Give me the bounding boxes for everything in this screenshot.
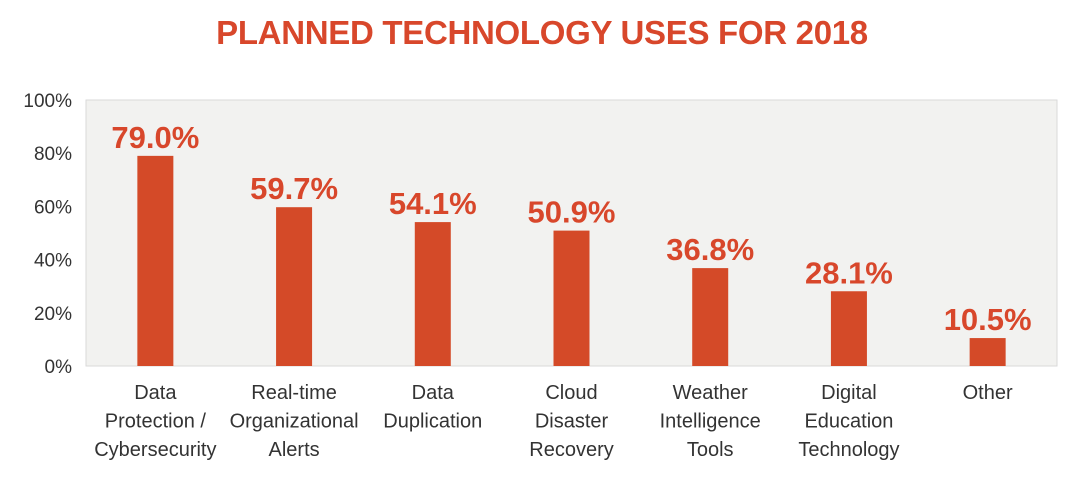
x-category-label-line: Cybersecurity [94, 439, 216, 461]
x-category-label-line: Alerts [269, 439, 320, 461]
x-category-label-line: Protection / [105, 411, 207, 433]
x-category-label-line: Duplication [383, 411, 482, 433]
x-category-label-line: Intelligence [660, 411, 761, 433]
x-category-label: Cloud Disaster Recovery [529, 382, 613, 461]
y-tick-label: 100% [23, 91, 72, 112]
bar [414, 222, 451, 366]
x-category-label-line: Recovery [529, 439, 613, 461]
bar [553, 230, 590, 366]
y-tick-label: 60% [34, 197, 72, 218]
x-category-label-line: Data [412, 382, 455, 404]
x-category-label-line: Organizational [230, 411, 359, 433]
data-label: 50.9% [528, 195, 616, 230]
bar [276, 207, 313, 366]
data-label: 36.8% [666, 232, 754, 267]
data-label: 28.1% [805, 255, 893, 290]
y-tick-label: 80% [34, 144, 72, 165]
x-category-label: Weather Intelligence Tools [660, 382, 761, 461]
bar [692, 268, 729, 366]
x-category-label-line: Weather [673, 382, 749, 404]
x-category-label-line: Education [804, 411, 893, 433]
x-category-label: Digital Education Technology [798, 382, 899, 461]
x-category-label: Data Duplication [383, 382, 482, 433]
x-category-label: Other [963, 382, 1013, 404]
data-label: 54.1% [389, 186, 477, 221]
x-category-label-line: Tools [687, 439, 734, 461]
chart-title: PLANNED TECHNOLOGY USES FOR 2018 [216, 14, 868, 51]
y-tick-label: 20% [34, 304, 72, 325]
x-category-label-line: Technology [798, 439, 899, 461]
x-category-label-line: Disaster [535, 411, 609, 433]
x-category-label: Real-time Organizational Alerts [230, 382, 359, 461]
bar [969, 338, 1006, 366]
x-category-label-line: Data [134, 382, 177, 404]
bar [830, 291, 867, 366]
data-label: 10.5% [944, 302, 1032, 337]
x-category-label: Data Protection / Cybersecurity [94, 382, 216, 461]
x-category-label-line: Digital [821, 382, 877, 404]
data-label: 79.0% [111, 120, 199, 155]
y-tick-label: 40% [34, 251, 72, 272]
y-tick-label: 0% [45, 357, 73, 378]
x-category-label-line: Real-time [251, 382, 337, 404]
data-label: 59.7% [250, 171, 338, 206]
x-category-label-line: Other [963, 382, 1013, 404]
x-category-label-line: Cloud [545, 382, 597, 404]
bar [137, 155, 174, 366]
